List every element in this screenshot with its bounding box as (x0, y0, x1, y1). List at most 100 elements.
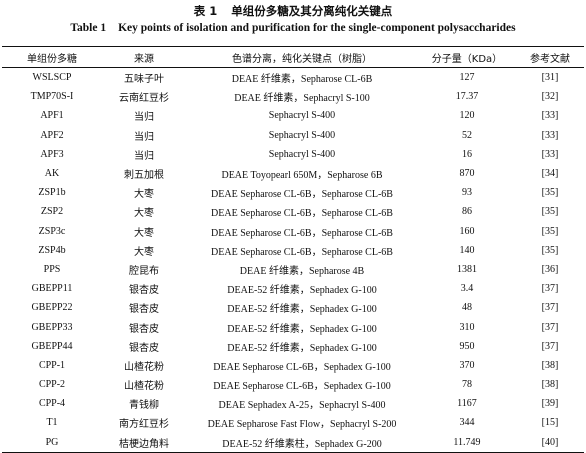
cell-molecular-weight: 344 (459, 417, 475, 429)
cell-reference: [32] (541, 91, 559, 103)
table-row: T1 南方红豆杉 DEAE Sepharose Fast Flow，Sephacry… (2, 413, 584, 432)
cell-chromatography: DEAE-52 纤维素柱，Sephadex G-200 (186, 432, 418, 453)
cell-reference: [37] (541, 321, 559, 333)
cell-source: 当归 (134, 131, 154, 143)
cell-polysaccharide: APF2 (40, 129, 64, 141)
cell-molecular-weight: 870 (459, 168, 475, 180)
table-row: APF1 当归 Sephacryl S-400 120 [33] (2, 106, 584, 125)
cell-molecular-weight: 140 (459, 244, 475, 256)
cell-reference: [40] (516, 432, 584, 453)
cell-source: 银杏皮 (129, 285, 159, 297)
cell-reference: [37] (541, 340, 559, 352)
cell-chromatography: DEAE Sephadex A-25，Sephacryl S-400 (218, 400, 386, 412)
column-header-chromatography: 色谱分离，纯化关键点（树脂） (186, 46, 418, 68)
cell-molecular-weight: 310 (459, 321, 475, 333)
cell-source: 五味子叶 (124, 74, 164, 86)
cell-source: 山楂花粉 (124, 381, 164, 393)
cell-polysaccharide: APF3 (40, 148, 64, 160)
table-row: PG 桔梗边角料 DEAE-52 纤维素柱，Sephadex G-200 11.749… (2, 432, 584, 453)
cell-polysaccharide: GBEPP11 (31, 283, 73, 295)
cell-chromatography: DEAE-52 纤维素，Sephadex G-100 (227, 342, 377, 354)
cell-reference: [38] (541, 379, 559, 391)
cell-polysaccharide: CPP-1 (38, 359, 66, 371)
cell-chromatography: DEAE 纤维素，Sepharose 4B (239, 265, 365, 277)
column-header-reference: 参考文献 (516, 46, 584, 68)
cell-chromatography: DEAE Sepharose CL-6B，Sepharose CL-6B (211, 227, 393, 239)
cell-chromatography: Sephacryl S-400 (268, 129, 336, 141)
cell-source: 云南红豆杉 (119, 93, 169, 105)
cell-molecular-weight: 11.749 (418, 432, 516, 453)
cell-molecular-weight: 16 (462, 148, 472, 160)
cell-molecular-weight: 160 (459, 225, 475, 237)
cell-molecular-weight: 950 (459, 340, 475, 352)
table-row: WSLSCP 五味子叶 DEAE 纤维素，Sepharose CL-6B 127 [31… (2, 68, 584, 88)
cell-reference: [38] (541, 359, 559, 371)
cell-molecular-weight: 1167 (457, 398, 477, 410)
cell-molecular-weight: 17.37 (455, 91, 479, 103)
table-row: APF3 当归 Sephacryl S-400 16 [33] (2, 145, 584, 164)
cell-reference: [35] (541, 206, 559, 218)
cell-reference: [37] (541, 283, 559, 295)
cell-molecular-weight: 120 (459, 110, 475, 122)
cell-reference: [37] (541, 302, 559, 314)
cell-source: 刺五加根 (124, 170, 164, 182)
table-title-en: Key points of isolation and purification… (118, 22, 516, 34)
table-caption-chinese: 表 1 单组份多糖及其分离纯化关键点 (0, 3, 586, 19)
table-row: CPP-4 青钱柳 DEAE Sephadex A-25，Sephacryl S-4… (2, 394, 584, 413)
table-row: GBEPP22 银杏皮 DEAE-52 纤维素，Sephadex G-100 48 [3… (2, 298, 584, 317)
cell-molecular-weight: 78 (462, 379, 472, 391)
column-header-molecular-weight: 分子量（KDa） (418, 46, 516, 68)
cell-source: 山楂花粉 (124, 361, 164, 373)
table-row: GBEPP33 银杏皮 DEAE-52 纤维素，Sephadex G-100 310 [… (2, 317, 584, 336)
cell-source: 青钱柳 (129, 400, 159, 412)
cell-polysaccharide: PG (2, 432, 102, 453)
cell-polysaccharide: GBEPP22 (31, 302, 73, 314)
table-row: TMP70S-I 云南红豆杉 DEAE 纤维素，Sephacryl S-100 17.… (2, 87, 584, 106)
table-row: CPP-2 山楂花粉 DEAE Sepharose CL-6B，Sephadex G… (2, 375, 584, 394)
cell-chromatography: DEAE-52 纤维素，Sephadex G-100 (227, 285, 377, 297)
cell-chromatography: DEAE Sepharose CL-6B，Sepharose CL-6B (211, 246, 393, 258)
cell-reference: [35] (541, 225, 559, 237)
table-row: ZSP4b 大枣 DEAE Sepharose CL-6B，Sepharose CL… (2, 241, 584, 260)
column-header-polysaccharide: 单组份多糖 (2, 46, 102, 68)
table-number-en: Table 1 (70, 22, 107, 34)
cell-source: 南方红豆杉 (119, 419, 169, 431)
cell-reference: [31] (541, 72, 559, 84)
cell-source: 当归 (134, 112, 154, 124)
cell-source: 大枣 (134, 208, 154, 220)
cell-source: 银杏皮 (129, 304, 159, 316)
cell-polysaccharide: GBEPP33 (31, 321, 73, 333)
cell-chromatography: DEAE 纤维素，Sephacryl S-100 (234, 93, 370, 105)
cell-molecular-weight: 370 (459, 359, 475, 371)
cell-polysaccharide: ZSP3c (38, 225, 66, 237)
cell-chromatography: DEAE Sepharose CL-6B，Sephadex G-100 (213, 381, 391, 393)
column-header-source: 来源 (102, 46, 186, 68)
cell-polysaccharide: T1 (46, 417, 58, 429)
cell-chromatography: DEAE Sepharose CL-6B，Sepharose CL-6B (211, 208, 393, 220)
cell-source: 当归 (134, 150, 154, 162)
cell-reference: [35] (541, 187, 559, 199)
cell-chromatography: Sephacryl S-400 (268, 148, 336, 160)
table-row: GBEPP11 银杏皮 DEAE-52 纤维素，Sephadex G-100 3.4 [… (2, 279, 584, 298)
cell-source: 银杏皮 (129, 342, 159, 354)
table-row: AK 刺五加根 DEAE Toyopearl 650M，Sepharose 6B 87… (2, 164, 584, 183)
table-title: 单组份多糖及其分离纯化关键点 (231, 4, 393, 18)
cell-reference: [33] (541, 129, 559, 141)
table-row: PPS 腔昆布 DEAE 纤维素，Sepharose 4B 1381 [36] (2, 260, 584, 279)
cell-molecular-weight: 93 (462, 187, 472, 199)
cell-source: 大枣 (134, 227, 154, 239)
cell-reference: [39] (541, 398, 559, 410)
cell-molecular-weight: 48 (462, 302, 472, 314)
table-row: GBEPP44 银杏皮 DEAE-52 纤维素，Sephadex G-100 950 [… (2, 337, 584, 356)
cell-reference: [15] (541, 417, 559, 429)
cell-chromatography: DEAE-52 纤维素，Sephadex G-100 (227, 304, 377, 316)
cell-source: 桔梗边角料 (102, 432, 186, 453)
cell-chromatography: DEAE Sepharose CL-6B，Sephadex G-100 (213, 361, 391, 373)
cell-molecular-weight: 127 (459, 72, 475, 84)
cell-chromatography: DEAE Sepharose Fast Flow，Sephacryl S-200 (207, 419, 397, 431)
cell-polysaccharide: ZSP4b (38, 244, 66, 256)
cell-polysaccharide: GBEPP44 (31, 340, 73, 352)
cell-polysaccharide: CPP-2 (38, 379, 66, 391)
cell-source: 银杏皮 (129, 323, 159, 335)
cell-polysaccharide: APF1 (40, 110, 64, 122)
